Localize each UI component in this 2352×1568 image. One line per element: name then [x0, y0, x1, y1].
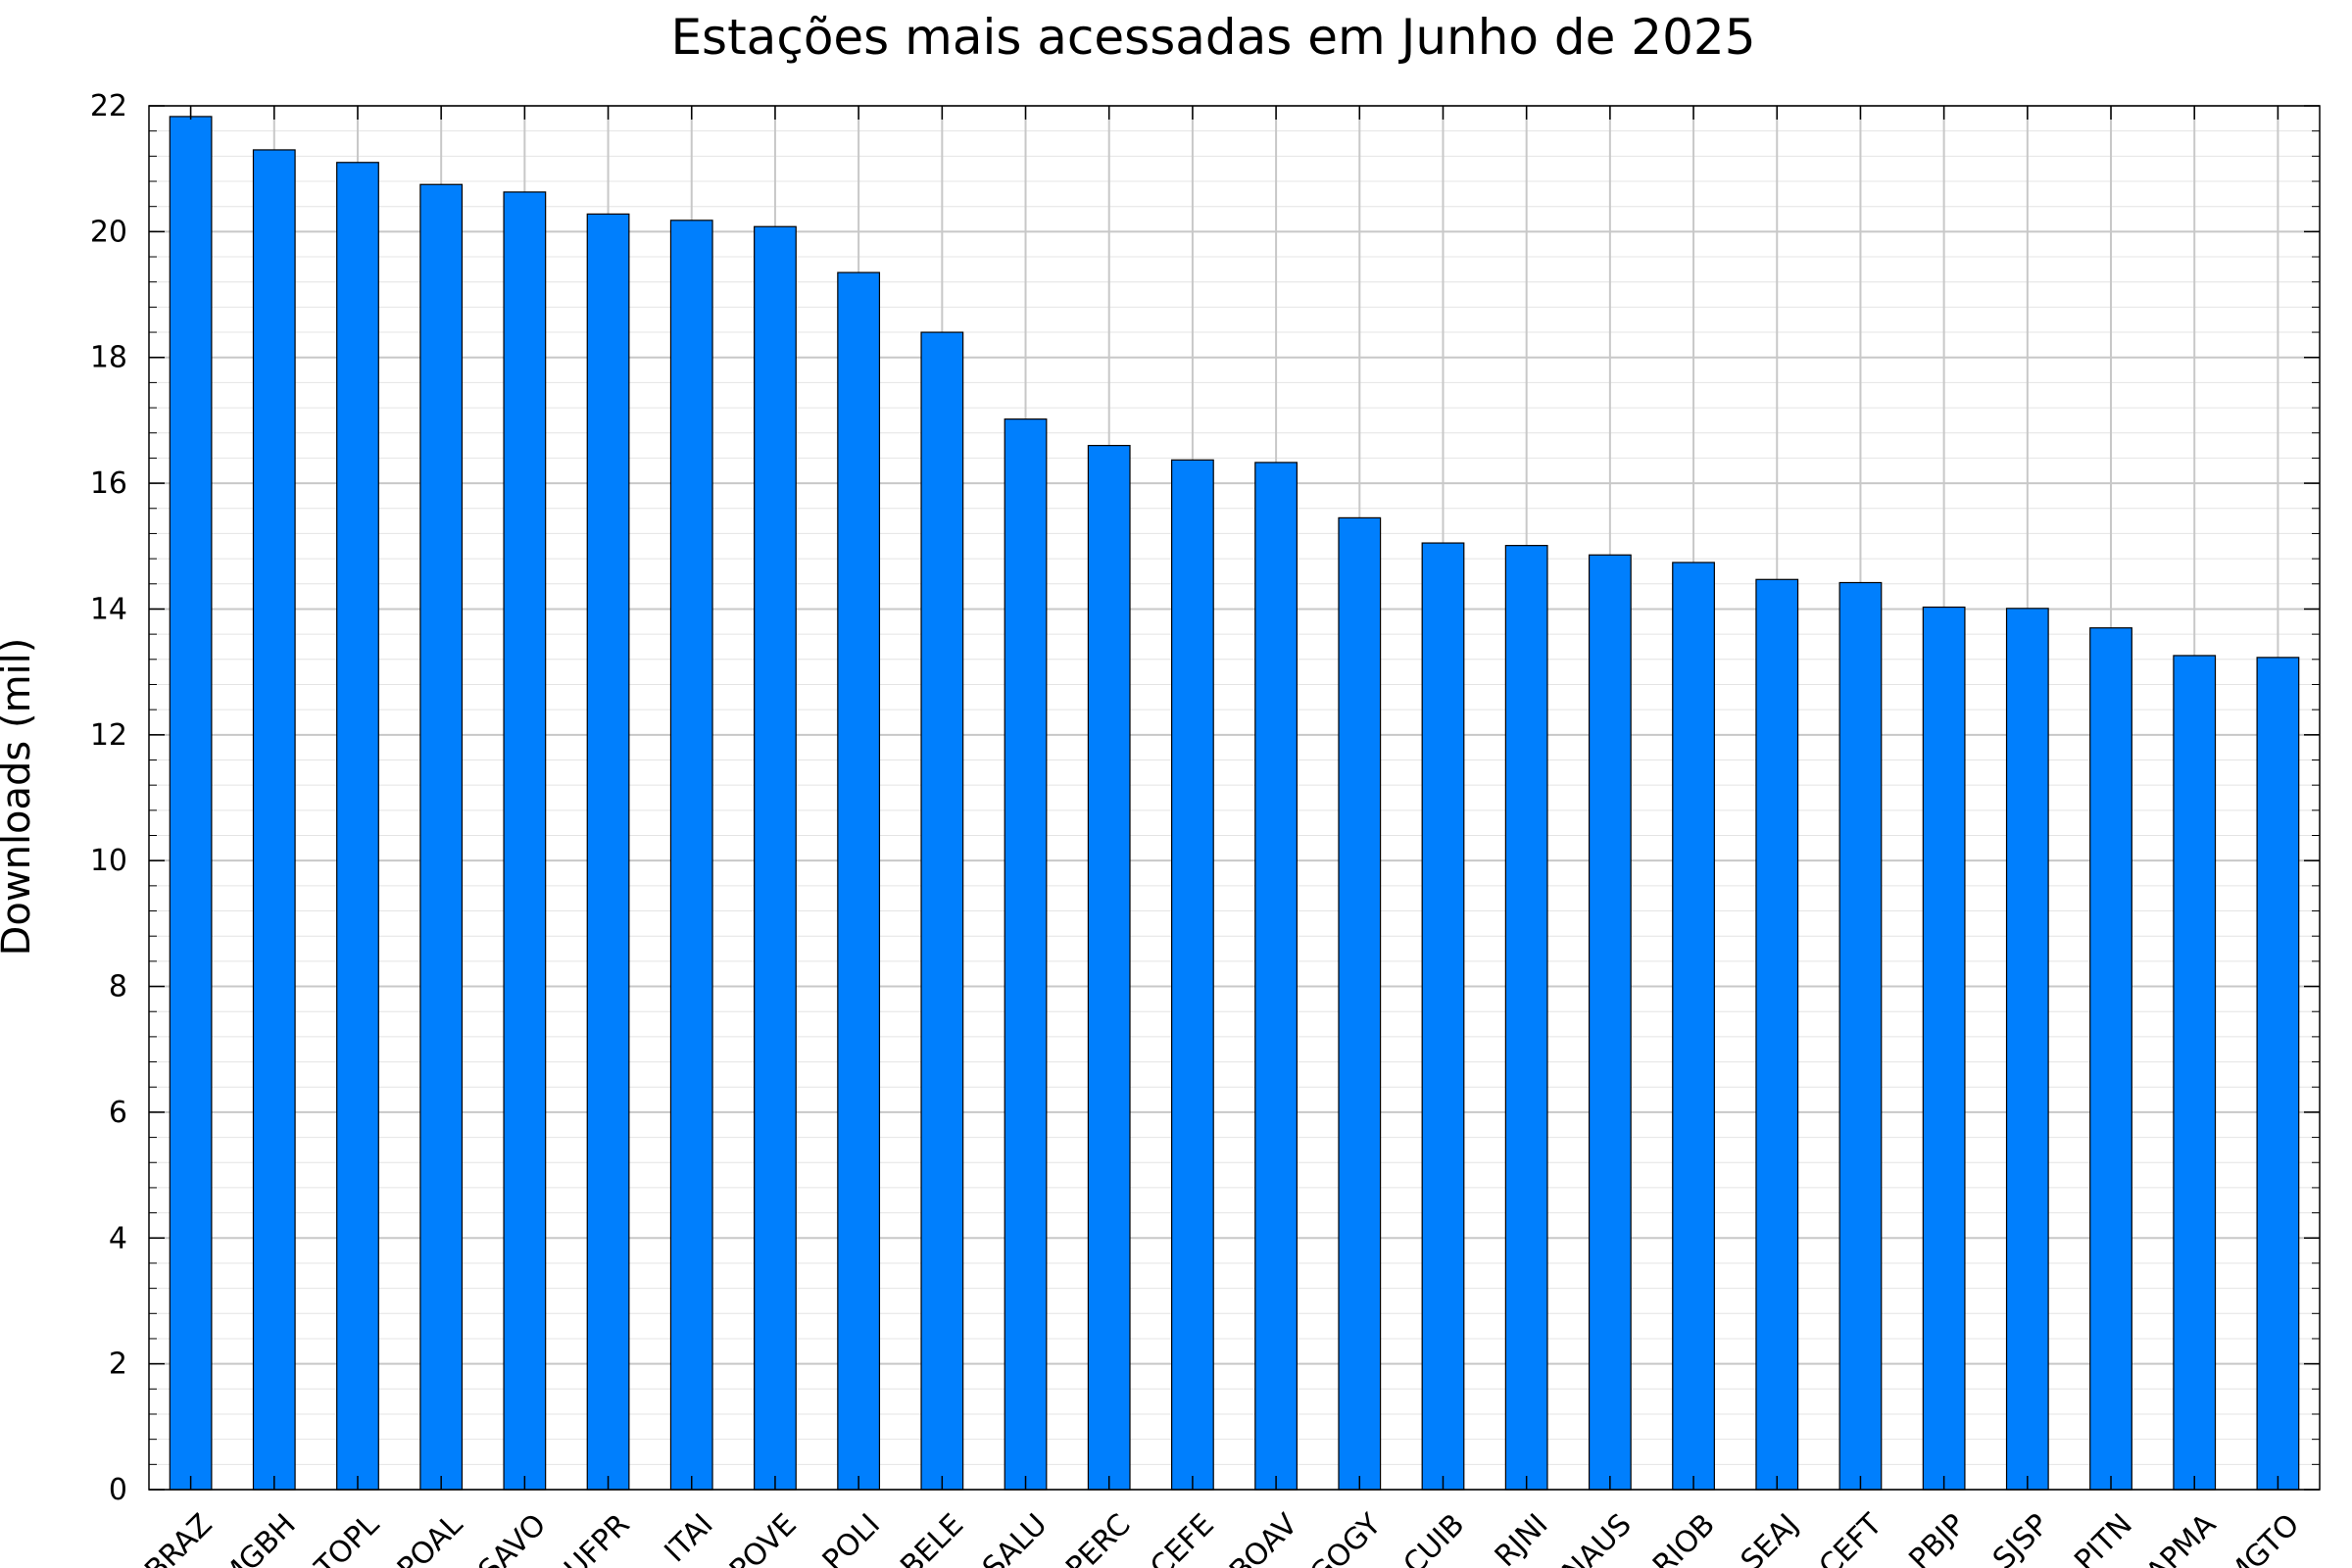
bar-poli: [837, 271, 881, 1491]
y-tick-label: 10: [90, 844, 127, 878]
x-tick-label: SALU: [976, 1507, 1054, 1568]
bar-gogy: [1338, 516, 1382, 1491]
x-tick-label: PITN: [2068, 1507, 2139, 1568]
bar-cuib: [1421, 542, 1465, 1491]
x-tick-label: BRAZ: [138, 1507, 219, 1568]
plot-frame: [148, 105, 2321, 1491]
x-tick-label: CUIB: [1397, 1507, 1472, 1568]
bar-mgbh: [252, 149, 296, 1491]
y-tick-label: 22: [90, 89, 127, 123]
bar-sjsp: [2005, 608, 2049, 1491]
x-tick-label: POLI: [816, 1507, 887, 1568]
y-tick-label: 14: [90, 592, 127, 626]
bar-boav: [1254, 462, 1298, 1491]
y-tick-label: 6: [109, 1096, 127, 1130]
bar-salu: [1004, 418, 1048, 1491]
axis-ticks: [149, 105, 2320, 1491]
bar-naus: [1588, 554, 1632, 1491]
y-tick-labels: 0 2 4 6 8 10 12 14 16 18 20 22: [90, 89, 127, 1507]
bar-seaj: [1755, 578, 1799, 1491]
x-tick-label: ITAI: [659, 1507, 720, 1568]
y-tick-label: 0: [109, 1473, 127, 1507]
bar-perc: [1087, 444, 1131, 1491]
bar-topl: [336, 162, 379, 1491]
x-tick-label: MGTO: [2220, 1507, 2306, 1568]
chart-title: Estações mais acessadas em Junho de 2025: [670, 9, 1755, 66]
x-tick-label: UFPR: [558, 1507, 636, 1568]
bar-savo: [503, 191, 547, 1491]
x-tick-label: GOGY: [1303, 1507, 1389, 1568]
bar-apma: [2173, 655, 2217, 1491]
bar-itai: [669, 220, 713, 1491]
y-tick-label: 2: [109, 1348, 127, 1382]
grid: [149, 105, 2320, 1491]
bar-ufpr: [586, 213, 630, 1491]
x-tick-label: SEAJ: [1735, 1507, 1805, 1568]
x-tick-label: RJNI: [1489, 1507, 1555, 1568]
bar-riob: [1672, 562, 1715, 1491]
x-tick-label: RIOB: [1646, 1507, 1722, 1568]
y-tick-label: 18: [90, 341, 127, 375]
x-tick-label: BOAV: [1223, 1507, 1304, 1568]
x-tick-label: SJSP: [1986, 1507, 2056, 1568]
bar-rjni: [1504, 545, 1548, 1491]
x-tick-label: PERC: [1059, 1507, 1137, 1568]
bar-pove: [754, 225, 797, 1491]
x-tick-label: NAUS: [1556, 1507, 1639, 1568]
x-tick-label: APMA: [2139, 1507, 2223, 1568]
x-tick-label: CEFT: [1813, 1507, 1889, 1568]
bar-braz: [169, 116, 213, 1491]
x-tick-label: CEFE: [1144, 1507, 1221, 1568]
x-tick-label: MGBH: [215, 1507, 303, 1568]
y-tick-label: 4: [109, 1221, 127, 1255]
x-tick-label: BELE: [894, 1507, 970, 1568]
bars: [169, 116, 2300, 1491]
x-tick-label: POVE: [723, 1507, 804, 1568]
y-tick-label: 12: [90, 718, 127, 753]
x-tick-label: POAL: [391, 1507, 469, 1568]
bar-ceft: [1838, 581, 1883, 1491]
bar-pitn: [2089, 627, 2132, 1491]
x-tick-label: SAVO: [472, 1507, 554, 1568]
x-tick-label: PBJP: [1902, 1507, 1972, 1568]
y-axis-label: Downloads (mil): [0, 638, 39, 956]
y-tick-label: 16: [90, 466, 127, 501]
bar-cefe: [1171, 459, 1214, 1491]
y-tick-label: 20: [90, 215, 127, 249]
bar-bele: [920, 331, 964, 1491]
bar-mgto: [2256, 657, 2300, 1491]
y-tick-label: 8: [109, 970, 127, 1004]
bar-poal: [419, 183, 464, 1491]
bar-pbjp: [1922, 606, 1966, 1491]
x-tick-label: TOPL: [308, 1507, 386, 1568]
